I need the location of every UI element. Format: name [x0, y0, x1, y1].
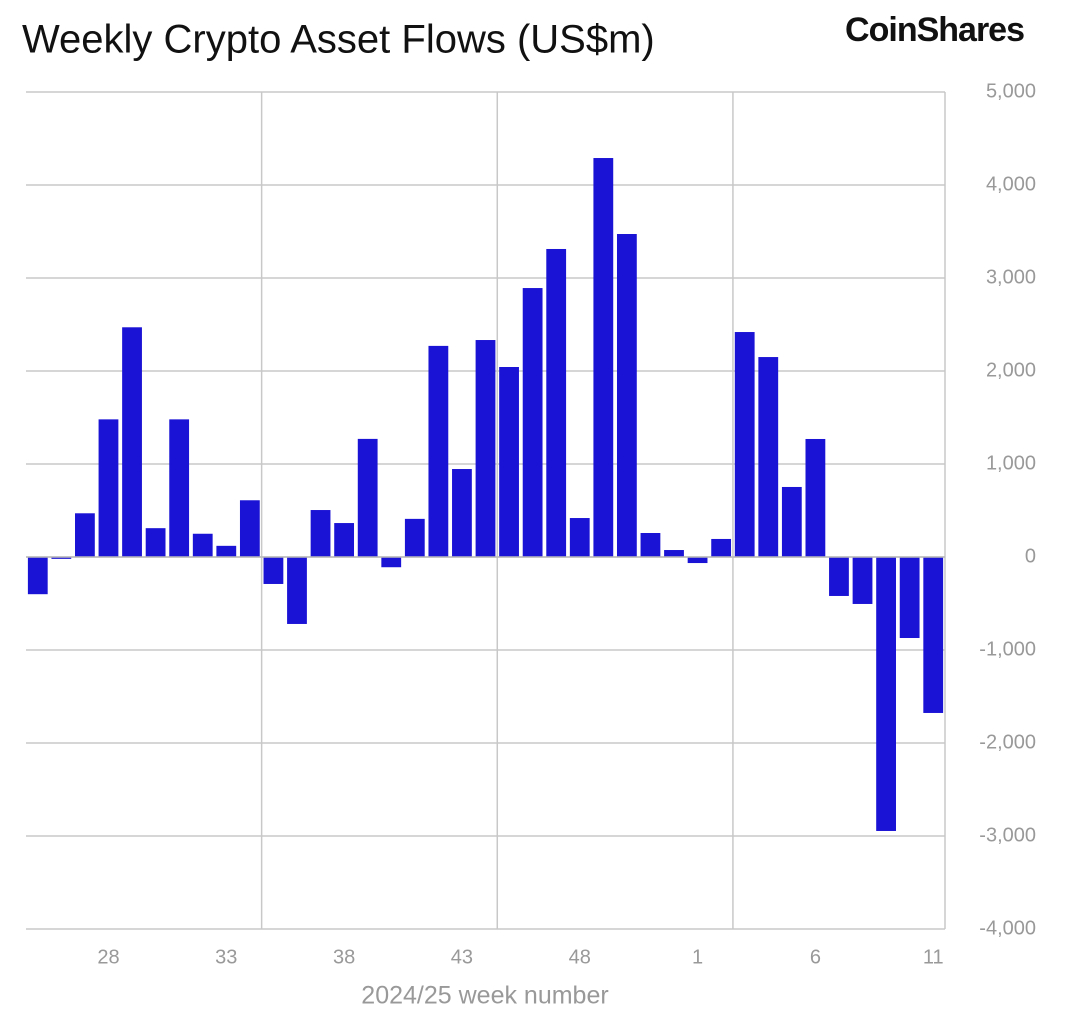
x-tick-label: 33	[215, 946, 237, 968]
bar	[711, 538, 732, 557]
bar	[593, 158, 614, 557]
y-tick-label: 2,000	[986, 359, 1036, 381]
y-tick-label: -2,000	[979, 731, 1036, 753]
y-tick-label: -1,000	[979, 638, 1036, 660]
bar	[216, 545, 237, 557]
chart-title: Weekly Crypto Asset Flows (US$m)	[22, 18, 655, 62]
x-tick-label: 38	[333, 946, 355, 968]
bar	[876, 557, 896, 831]
y-tick-label: 0	[1025, 545, 1036, 567]
y-tick-label: -3,000	[979, 824, 1036, 846]
bar	[475, 340, 496, 557]
bar	[381, 557, 402, 568]
bar	[75, 513, 95, 557]
bar	[687, 557, 708, 564]
y-tick-label: 5,000	[986, 80, 1036, 102]
bar	[522, 288, 543, 557]
brand: CoinShares	[845, 11, 1024, 49]
y-tick-label: 3,000	[986, 266, 1036, 288]
x-tick-label: 28	[97, 946, 119, 968]
bar	[27, 557, 48, 595]
bar	[452, 469, 472, 557]
y-tick-label: 1,000	[986, 452, 1036, 474]
bar	[805, 438, 826, 557]
bar	[310, 510, 331, 557]
bar	[640, 533, 661, 557]
x-axis-label: 2024/25 week number	[361, 982, 608, 1010]
bar	[852, 557, 873, 604]
x-tick-label: 43	[451, 946, 473, 968]
y-tick-label: 4,000	[986, 173, 1036, 195]
x-tick-label: 1	[692, 946, 703, 968]
bar	[169, 419, 190, 557]
x-tick-label: 11	[923, 946, 944, 968]
bar	[664, 550, 684, 557]
bar	[829, 557, 849, 596]
bar	[334, 523, 355, 557]
bar	[546, 248, 567, 557]
bar	[404, 518, 425, 557]
bar	[122, 327, 142, 557]
bar	[781, 486, 802, 557]
bar	[98, 419, 119, 557]
bar	[51, 557, 72, 559]
bar	[428, 345, 449, 557]
bar	[569, 518, 590, 557]
bar	[145, 528, 166, 557]
y-tick-label: -4,000	[979, 917, 1036, 939]
bar	[758, 357, 779, 557]
bar	[357, 438, 378, 557]
bar	[192, 533, 213, 557]
bar	[499, 367, 519, 557]
x-tick-label: 48	[569, 946, 591, 968]
bar	[263, 557, 284, 584]
x-tick-label: 6	[810, 946, 821, 968]
bar	[616, 234, 637, 558]
bar	[923, 557, 944, 713]
bar	[899, 557, 920, 639]
bar	[287, 557, 307, 624]
bar	[239, 500, 260, 557]
bar	[734, 332, 755, 557]
